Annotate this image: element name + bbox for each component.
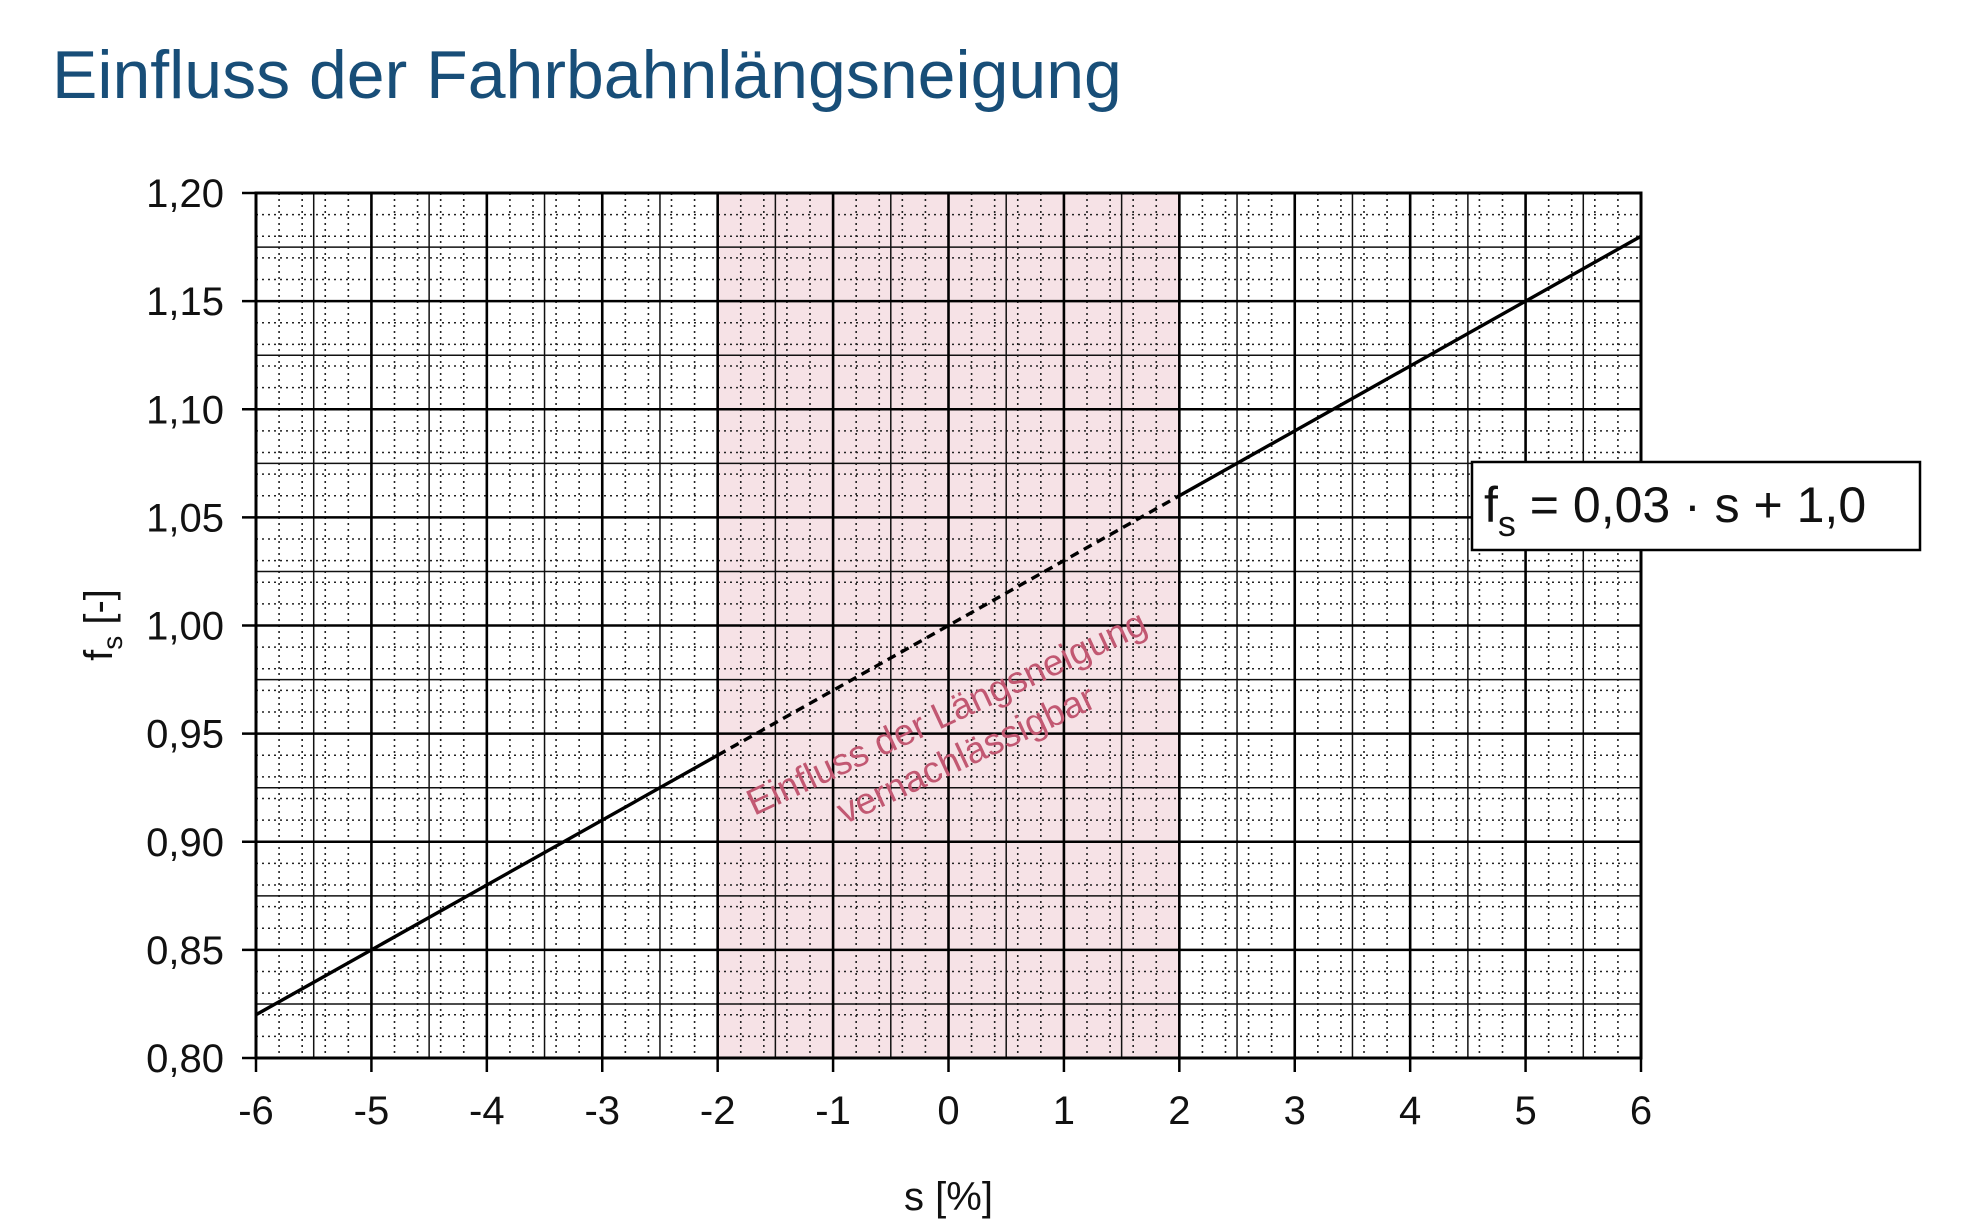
x-tick-label: 5	[1514, 1089, 1536, 1133]
y-tick-label: 1,15	[146, 280, 224, 324]
x-tick-label: -3	[584, 1089, 620, 1133]
x-tick-label: -4	[469, 1089, 505, 1133]
x-tick-label: 1	[1053, 1089, 1075, 1133]
x-tick-label: 3	[1284, 1089, 1306, 1133]
x-tick-label: 4	[1399, 1089, 1421, 1133]
y-tick-label: 0,90	[146, 821, 224, 865]
y-axis-label: fs [-]	[77, 589, 128, 661]
x-axis-label: s [%]	[904, 1175, 993, 1219]
y-tick-label: 0,85	[146, 929, 224, 973]
series-segment	[255, 753, 719, 1017]
y-tick-label: 1,10	[146, 388, 224, 432]
x-tick-label: -1	[815, 1089, 851, 1133]
y-tick-label: 0,95	[146, 713, 224, 757]
x-tick-label: -5	[354, 1089, 390, 1133]
x-tick-label: -2	[700, 1089, 736, 1133]
series-segment-dashed	[716, 494, 1181, 757]
y-tick-label: 0,80	[146, 1037, 224, 1081]
y-tick-label: 1,00	[146, 605, 224, 649]
formula-text: fs = 0,03 · s + 1,0	[1484, 477, 1866, 544]
x-tick-label: 0	[937, 1089, 959, 1133]
formula-box	[1470, 460, 1922, 552]
y-tick-label: 1,20	[146, 172, 224, 216]
x-tick-label: 6	[1630, 1089, 1652, 1133]
x-tick-label: 2	[1168, 1089, 1190, 1133]
series-segment	[1178, 234, 1642, 498]
y-tick-label: 1,05	[146, 496, 224, 540]
x-tick-label: -6	[238, 1089, 274, 1133]
page-title: Einfluss der Fahrbahnlängsneigung	[52, 37, 1122, 113]
